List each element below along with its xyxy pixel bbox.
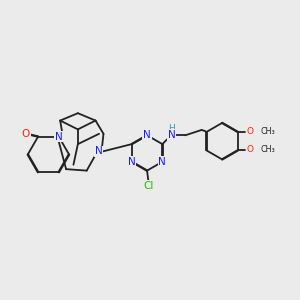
Text: O: O (246, 127, 253, 136)
Text: N: N (55, 132, 63, 142)
Text: N: N (94, 146, 102, 157)
Text: O: O (246, 145, 253, 154)
Text: O: O (22, 129, 30, 139)
Text: N: N (143, 130, 151, 140)
Text: N: N (168, 130, 176, 140)
Text: H: H (168, 124, 175, 133)
Text: Cl: Cl (143, 181, 154, 191)
Text: CH₃: CH₃ (261, 127, 276, 136)
Text: N: N (128, 157, 136, 167)
Text: CH₃: CH₃ (261, 145, 276, 154)
Text: N: N (158, 157, 166, 167)
